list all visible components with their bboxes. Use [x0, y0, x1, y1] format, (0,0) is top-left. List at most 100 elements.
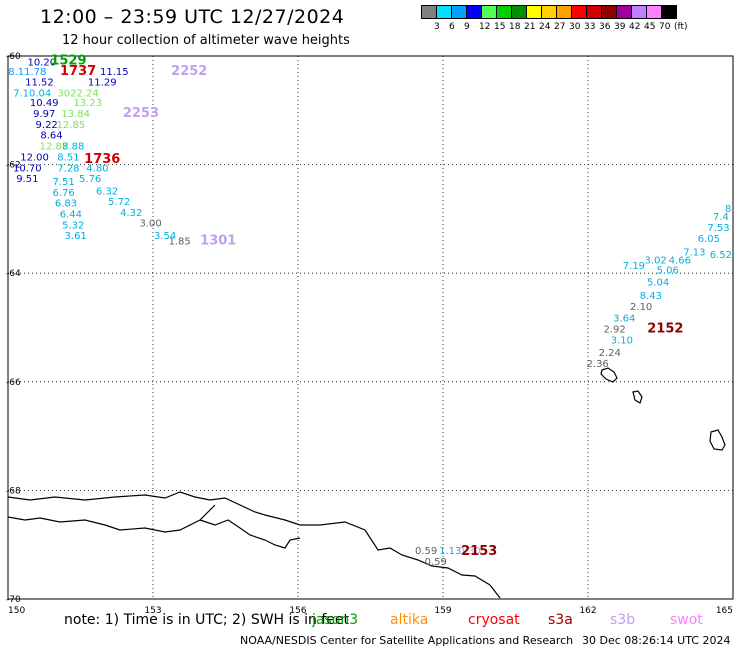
credit-line: NOAA/NESDIS Center for Satellite Applica… — [240, 634, 574, 647]
longitude-label: 159 — [434, 606, 451, 616]
wave-height-value: 3.61 — [65, 231, 87, 242]
legend-swatches — [421, 5, 677, 19]
wave-height-value: 2.92 — [603, 325, 625, 336]
pass-time-label: 1529 — [50, 53, 86, 68]
wave-height-value: 3.10 — [611, 335, 633, 346]
latitude-label: -68 — [6, 486, 21, 496]
legend-label: 33 — [584, 22, 596, 32]
wave-height-value: 3022.24 — [57, 88, 98, 99]
map-frame — [7, 55, 734, 600]
wave-height-value: 13.23 — [73, 98, 102, 109]
wave-height-value: 9.22 — [36, 120, 58, 131]
legend-label: 24 — [539, 22, 551, 32]
latitude-label: -64 — [6, 269, 21, 279]
map-title: 12:00 – 23:59 UTC 12/27/2024 — [40, 6, 345, 28]
wave-height-value: 5.76 — [79, 174, 101, 185]
legend-label: 3 — [434, 22, 440, 32]
legend-label: 12 — [479, 22, 491, 32]
wave-height-value: 7.13 — [683, 247, 705, 258]
wave-height-value: 12.00 — [20, 152, 49, 163]
coast-inlet-west — [7, 504, 216, 533]
wave-height-value: 8.88 — [62, 142, 84, 153]
wave-height-value: 6.76 — [52, 188, 74, 199]
mission-label-jason3: jason3 — [312, 612, 359, 628]
wave-height-value: 6.05 — [698, 234, 720, 245]
mission-label-swot: swot — [670, 612, 703, 628]
wave-height-value: 9.97 — [33, 109, 55, 120]
legend-label: 30 — [569, 22, 581, 32]
wave-height-value: 6.52 — [710, 250, 732, 261]
wave-height-value: 13.84 — [61, 109, 90, 120]
wave-height-value: 3.54 — [154, 231, 176, 242]
wave-height-value: 3.00 — [139, 219, 161, 230]
color-legend: 3 6 9 12 15 18 21 24 27 30 33 36 39 42 45 70 (ft) — [421, 5, 688, 32]
wave-height-value: 7.4 — [713, 212, 729, 223]
wave-height-value: 2.36 — [587, 359, 609, 370]
wave-height-value: 6.44 — [60, 209, 82, 220]
wave-height-value: 5.32 — [62, 220, 84, 231]
pass-time-label: 2153 — [461, 544, 497, 559]
mission-label-cryosat: cryosat — [468, 612, 520, 628]
wave-height-value: 0.59 — [415, 546, 437, 557]
longitude-label: 162 — [579, 606, 596, 616]
legend-labels: 3 6 9 12 15 18 21 24 27 30 33 36 39 42 45 70 (ft) — [422, 22, 740, 36]
map-subtitle: 12 hour collection of altimeter wave hei… — [62, 33, 350, 48]
mission-label-s3a: s3a — [548, 612, 573, 628]
legend-label: 9 — [464, 22, 470, 32]
wave-height-value: 2.10 — [630, 302, 652, 313]
pass-time-label: 1736 — [84, 152, 120, 167]
wave-height-value: 1.13 — [439, 546, 461, 557]
wave-height-value: 8.64 — [40, 131, 62, 142]
legend-label: 15 — [494, 22, 506, 32]
latitude-label: -66 — [6, 378, 21, 388]
wave-height-value: 5.72 — [108, 197, 130, 208]
island-3 — [709, 429, 726, 451]
wave-height-value: 10.20 — [28, 57, 57, 68]
wave-height-value: 8.51 — [57, 152, 79, 163]
wave-height-value: 6.32 — [96, 187, 118, 198]
generation-timestamp: 30 Dec 08:26:14 UTC 2024 — [582, 634, 731, 647]
pass-time-label: 2152 — [647, 322, 683, 337]
longitude-label: 150 — [8, 606, 25, 616]
wave-height-value: 8.43 — [640, 291, 662, 302]
wave-height-value: 6.83 — [55, 199, 77, 210]
wave-height-value: 4.66 — [669, 256, 691, 267]
island-1 — [600, 367, 618, 383]
legend-label: 6 — [449, 22, 455, 32]
antarctic-coast — [7, 491, 501, 599]
wave-height-value: 0.59 — [425, 557, 447, 568]
mission-label-altika: altika — [390, 612, 429, 628]
footer-note: note: 1) Time is in UTC; 2) SWH is in fe… — [64, 612, 350, 628]
legend-label: 45 — [644, 22, 656, 32]
legend-label: 42 — [629, 22, 641, 32]
wave-height-value: 11.29 — [88, 78, 117, 89]
wave-height-value: 7.19 — [623, 261, 645, 272]
coast-inlet-mid — [199, 519, 301, 549]
wave-height-value: 9.51 — [16, 174, 38, 185]
wave-height-value: 12.85 — [57, 120, 86, 131]
longitude-labels: 150 153 156 159 162 165 — [8, 606, 733, 616]
wave-height-value: 10.49 — [30, 98, 59, 109]
wave-height-value: 7.10.04 — [13, 88, 51, 99]
wave-height-value: 5.04 — [647, 277, 669, 288]
wave-height-value: 3.64 — [613, 314, 635, 325]
wave-height-value: 7.51 — [52, 177, 74, 188]
wave-height-value: 5.06 — [657, 265, 679, 276]
wave-height-value: 7.28 — [57, 163, 79, 174]
legend-label: 21 — [524, 22, 536, 32]
pass-time-label: 1737 — [60, 64, 96, 79]
wave-height-value: 12.87 — [40, 142, 69, 153]
wave-height-value: 11.52 — [25, 78, 54, 89]
legend-label: 39 — [614, 22, 626, 32]
island-2 — [632, 390, 643, 404]
mission-label-s3b: s3b — [610, 612, 636, 628]
wave-height-value: 3.02 — [645, 256, 667, 267]
latitude-label: -60 — [6, 52, 21, 62]
wave-height-value: 8 — [725, 204, 731, 215]
wave-height-value: 1.85 — [168, 237, 190, 248]
latitude-label: -70 — [6, 595, 21, 605]
wave-height-value: 0.30 — [458, 546, 480, 557]
latitude-labels: -60 -62 -64 -66 -68 -70 — [6, 52, 21, 605]
